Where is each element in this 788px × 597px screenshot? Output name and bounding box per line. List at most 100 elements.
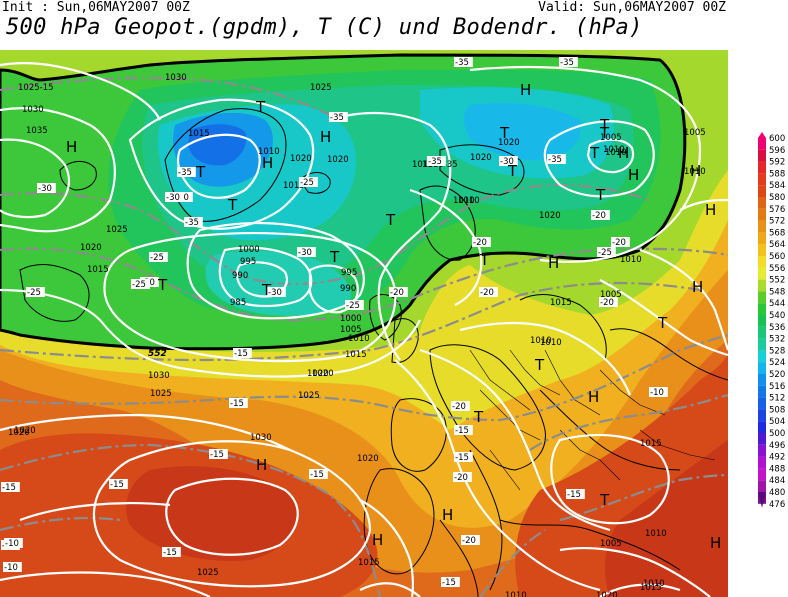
isotherm-label-bg [329,112,348,122]
isobar-label: 1025 [106,225,128,235]
low-pressure-symbol: T [599,491,610,509]
low-pressure-symbol: T [195,163,206,181]
isobar-label: 995 [240,257,256,267]
low-pressure-symbol: T [261,281,272,299]
scale-swatch [758,315,766,327]
high-pressure-symbol: H [588,388,599,406]
scale-label: 580 [769,193,785,203]
scale-label: 476 [769,500,785,510]
isobar-label: 1010 [458,196,480,206]
scale-label: 504 [769,417,785,427]
scale-label: 536 [769,323,785,333]
isobar-label: 1025 [197,568,219,578]
isotherm-label-bg [26,287,45,297]
isobar-label: 1015 [550,298,572,308]
high-pressure-symbol: H [442,506,453,524]
isotherm-label-bg [597,247,616,257]
scale-label: 600 [769,134,785,144]
scale-label: 556 [769,264,785,274]
isobar-label: 1015 [188,129,210,139]
isotherm-label: -35 [548,155,562,165]
isotherm-label: -35 [178,168,192,178]
isotherm-label: -20 [480,288,494,298]
scale-label: 508 [769,405,785,415]
map-title: 500 hPa Geopot.(gpdm), T (C) und Bodendr… [6,15,643,40]
isobar-label: 1030 [148,371,170,381]
high-pressure-symbol: H [262,154,273,172]
isotherm-label: -30 [500,157,514,167]
scale-swatch [758,397,766,410]
isobar-label: 1010 [605,148,627,158]
isobar-label: 995 [341,268,357,278]
isotherm-label-bg [566,489,585,499]
isotherm-label: -25 [132,280,146,290]
scale-swatch [758,421,766,433]
scale-swatch [758,232,766,245]
isobar-label: 1010 [645,529,667,539]
scale-swatch [758,244,766,256]
high-pressure-symbol: H [692,278,703,296]
isotherm-label: -10 [650,388,664,398]
low-pressure-symbol: T [479,251,490,269]
high-pressure-symbol: H [66,138,77,156]
high-pressure-symbol: H [710,534,721,552]
isobar-label: 1025-15 [18,83,54,93]
scale-label: 488 [769,464,785,474]
isotherm-label: -20 [462,536,476,546]
isotherm-label: -20 [454,473,468,483]
isotherm-label: -25 [346,301,360,311]
scale-swatch [758,456,766,469]
isotherm-label: -15 [210,450,224,460]
high-pressure-symbol: H [320,128,331,146]
isotherm-label-bg [209,449,228,459]
scale-label: 564 [769,240,785,250]
isotherm-label-bg [109,479,128,489]
isotherm-label-bg [472,237,491,247]
isotherm-label-bg [591,210,610,220]
high-pressure-symbol: H [705,201,716,219]
scale-swatch [758,350,766,363]
isotherm-label-bg [1,482,20,492]
low-pressure-symbol: T [507,162,518,180]
isobar-label: 1020 [312,369,334,379]
isobar-label: 1015 [87,265,109,275]
high-pressure-symbol: H [372,531,383,549]
isobar-label: 1030 [22,105,44,115]
scale-label: 516 [769,382,785,392]
isotherm-label: -15 [2,483,16,493]
high-pressure-symbol: H [618,144,629,162]
isotherm-label-bg [184,217,203,227]
isotherm-label: -15 [230,399,244,409]
scale-swatch [758,374,766,386]
isotherm-label: -30 [38,184,52,194]
isobar-label: 1015 [345,350,367,360]
scale-label: 548 [769,287,785,297]
isotherm-label: -20 [592,211,606,221]
isobar-label: 1020 [8,428,30,438]
field-580b [604,440,728,597]
isotherm-label-bg [267,287,286,297]
isobar-label: 1020 [498,138,520,148]
isobar-label: 1010 [643,579,665,589]
isotherm-label-bg [479,287,498,297]
isotherm-label-bg [37,183,56,193]
scale-swatch [758,291,766,304]
isotherm-label: -15 [455,453,469,463]
isobar-label: 1020 [80,243,102,253]
scale-swatch [758,197,766,209]
low-pressure-symbol: T [595,186,606,204]
contour-552-text: 552 [148,349,167,359]
scale-swatch [758,480,766,492]
scale-swatch [758,468,766,481]
scale-swatch [758,208,766,221]
low-pressure-symbol: T [657,314,668,332]
high-pressure-symbol: H [690,162,701,180]
low-pressure-symbol: T [385,211,396,229]
scale-swatch [758,185,766,197]
scale-label: 544 [769,299,785,309]
low-pressure-symbol: T [589,144,600,162]
scale-swatch [758,256,766,268]
isotherm-label: -35 [185,218,199,228]
isotherm-label-bg [229,398,248,408]
